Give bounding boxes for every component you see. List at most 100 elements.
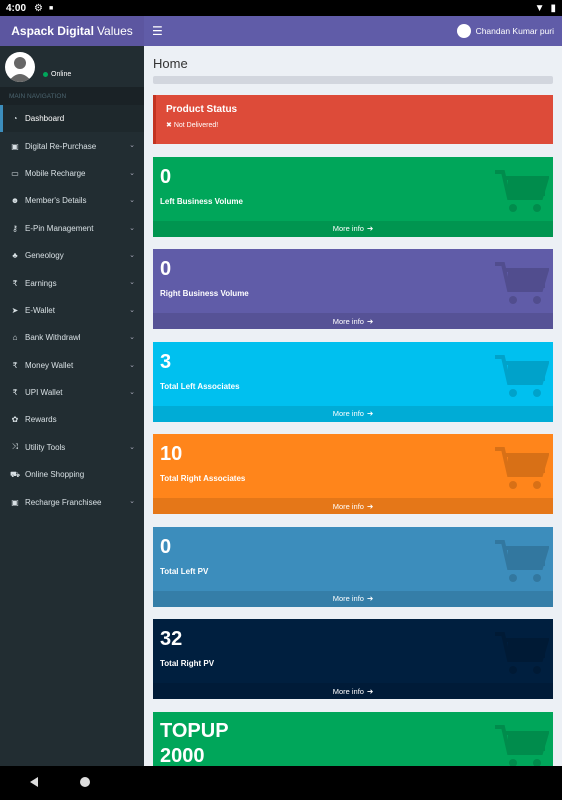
info-box-value: 0 (160, 258, 172, 280)
user-menu[interactable]: Chandan Kumar puri (456, 24, 554, 38)
more-info-link[interactable]: More info ➔ (153, 313, 553, 329)
sidebar-item-label: Money Wallet (25, 360, 74, 370)
shopping-cart-icon (493, 538, 550, 586)
info-box: 0 Total Left PV More info ➔ (153, 526, 553, 607)
chevron-down-icon: ⌄ (129, 224, 135, 232)
sidebar-item-mobile-recharge[interactable]: ▭ Mobile Recharge ⌄ (0, 160, 144, 187)
info-box: 3 Total Left Associates More info ➔ (153, 341, 553, 422)
android-nav-bar (0, 766, 562, 800)
sidebar-item-label: Mobile Recharge (25, 168, 86, 178)
chevron-down-icon: ⌄ (129, 197, 135, 205)
online-dot-icon (43, 72, 48, 77)
sidebar-item-label: E-Wallet (25, 305, 55, 315)
product-status-heading: Product Status (166, 104, 238, 115)
shopping-cart-icon (493, 630, 550, 678)
more-info-link[interactable]: More info ➔ (153, 220, 553, 237)
info-box-label: Total Left Associates (160, 381, 240, 391)
sidebar-item-label: Dashboard (25, 114, 65, 124)
home-icon[interactable] (80, 777, 90, 787)
sidebar-item-bank-withdrawl[interactable]: ⌂ Bank Withdrawl ⌄ (0, 324, 144, 351)
sidebar-item-member-s-details[interactable]: ☻ Member's Details ⌄ (0, 187, 144, 214)
sidebar-item-e-pin-management[interactable]: ⚷ E-Pin Management ⌄ (0, 215, 144, 242)
sidebar-item-digital-re-purchase[interactable]: ▣ Digital Re-Purchase ⌄ (0, 132, 144, 159)
notification-dot-icon: ■ (48, 4, 54, 12)
shopping-cart-icon (493, 445, 550, 493)
chevron-down-icon: ⌄ (129, 279, 135, 287)
main-content: Home Product Status ✖ Not Delivered! 0 Le… (144, 46, 562, 766)
sidebar-item-rewards[interactable]: ✿ Rewards (0, 406, 144, 433)
info-box: 0 Right Business Volume More info ➔ (153, 249, 553, 329)
sidebar-item-e-wallet[interactable]: ➤ E-Wallet ⌄ (0, 297, 144, 324)
sidebar-item-label: Member's Details (25, 196, 87, 206)
sidebar-item-earnings[interactable]: ₹ Earnings ⌄ (0, 269, 144, 296)
top-bar: ☰ Chandan Kumar puri (144, 16, 562, 46)
sidebar-item-online-shopping[interactable]: ⛟ Online Shopping (0, 461, 144, 488)
briefcase-icon: ▣ (11, 497, 19, 507)
more-info-link[interactable]: More info ➔ (153, 405, 553, 422)
app-logo[interactable]: Aspack Digital Values (0, 16, 144, 46)
more-info-link[interactable]: More info ➔ (153, 683, 553, 699)
info-box-label: Right Business Volume (160, 289, 249, 298)
user-name: Chandan Kumar puri (475, 26, 554, 36)
wifi-icon: ▼ (534, 2, 545, 14)
menu-toggle-icon[interactable]: ☰ (152, 24, 163, 38)
product-status-text: ✖ Not Delivered! (166, 122, 219, 129)
chevron-down-icon: ⌄ (129, 251, 135, 259)
bank-icon: ⌂ (12, 333, 18, 343)
chevron-down-icon: ⌄ (129, 306, 135, 314)
sidebar-item-geneology[interactable]: ♣ Geneology ⌄ (0, 242, 144, 269)
sidebar-item-upi-wallet[interactable]: ₹ UPI Wallet ⌄ (0, 379, 144, 406)
info-box-value: TOPUP 2000 (160, 719, 229, 767)
key-icon: ⚷ (12, 223, 18, 233)
sidebar-item-money-wallet[interactable]: ₹ Money Wallet ⌄ (0, 352, 144, 379)
brand-rest: Values (96, 24, 133, 38)
brand-bold: Aspack Digital (11, 24, 94, 38)
user-panel: Online (0, 46, 144, 87)
info-box-value: 32 (160, 628, 183, 650)
shopping-cart-icon (493, 723, 550, 766)
info-box-label: Total Right Associates (160, 474, 246, 483)
send-icon: ➤ (11, 305, 19, 315)
random-icon: ⤨ (11, 442, 19, 452)
more-info-link[interactable]: More info ➔ (153, 498, 553, 514)
arrow-circle-right-icon: ➔ (366, 224, 374, 233)
info-box: 10 Total Right Associates More info ➔ (153, 434, 553, 514)
product-status-alert: Product Status ✖ Not Delivered! (153, 95, 553, 144)
sidebar-item-utility-tools[interactable]: ⤨ Utility Tools ⌄ (0, 434, 144, 461)
chevron-down-icon: ⌄ (129, 361, 135, 369)
info-box: 0 Left Business Volume More info ➔ (153, 156, 553, 237)
chevron-down-icon: ⌄ (129, 498, 135, 506)
info-box-label: Total Right PV (160, 659, 215, 668)
sidebar-item-recharge-franchisee[interactable]: ▣ Recharge Franchisee ⌄ (0, 488, 144, 515)
arrow-circle-right-icon: ➔ (366, 501, 374, 511)
info-box-label: Total Left PV (160, 566, 209, 576)
sidebar-item-dashboard[interactable]: ◔ Dashboard (0, 105, 144, 133)
more-info-link[interactable]: More info ➔ (153, 590, 553, 607)
shopping-cart-icon (493, 353, 550, 401)
rupee-icon: ₹ (12, 360, 18, 370)
info-box-label: Left Business Volume (160, 196, 243, 206)
breadcrumb (153, 76, 553, 84)
sidebar-item-label: Utility Tools (25, 442, 66, 452)
battery-icon: ▮ (550, 2, 556, 14)
briefcase-icon: ▣ (11, 141, 19, 151)
sidebar-item-label: E-Pin Management (25, 223, 94, 233)
main-navigation: ◔ Dashboard ▣ Digital Re-Purchase ⌄ ▭ Mobile R… (0, 105, 144, 516)
info-box-value: 0 (160, 165, 172, 188)
gift-icon: ✿ (11, 415, 19, 425)
avatar (5, 51, 35, 82)
times-icon: ✖ (166, 122, 172, 129)
shopping-cart-icon (493, 260, 550, 308)
system-status-bar: 4:00 ⚙ ■ ▼ ▮ (0, 0, 562, 16)
battery-icon: ▭ (11, 168, 19, 178)
shopping-cart-icon (493, 168, 550, 216)
dashboard-icon: ◔ (12, 114, 18, 124)
rupee-icon: ₹ (12, 278, 18, 288)
arrow-circle-right-icon: ➔ (366, 316, 374, 326)
info-box: 32 Total Right PV More info ➔ (153, 619, 553, 699)
arrow-circle-right-icon: ➔ (366, 594, 374, 603)
user-avatar (456, 24, 471, 38)
page-title: Home (153, 56, 188, 71)
cart-icon: ⛟ (10, 469, 21, 479)
back-icon[interactable] (30, 777, 38, 787)
